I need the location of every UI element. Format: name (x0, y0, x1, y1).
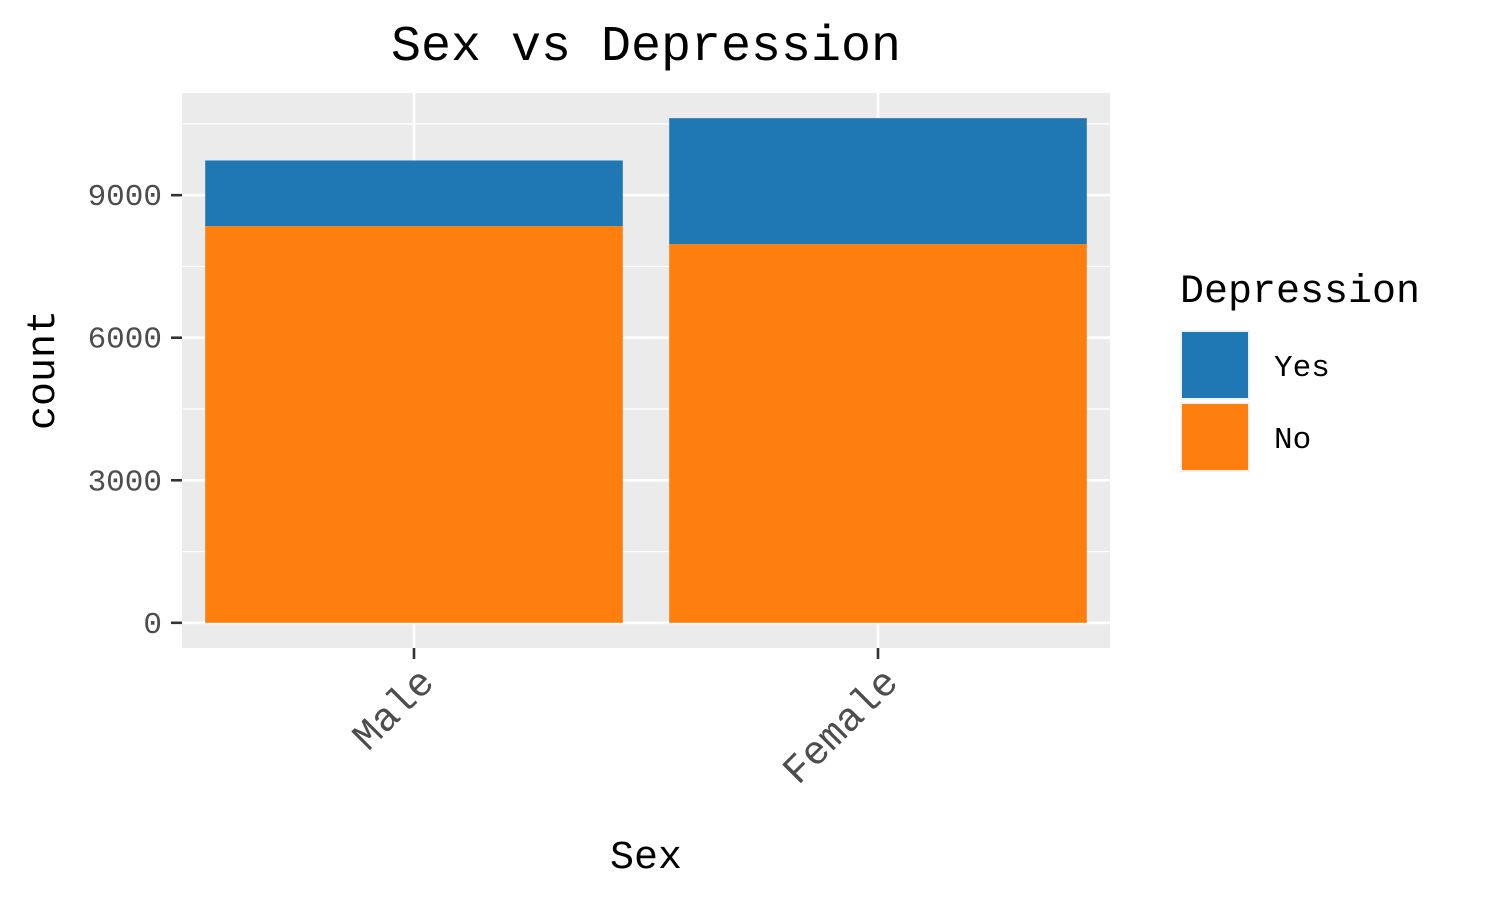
bar-male-no (205, 226, 623, 623)
chart-title: Sex vs Depression (391, 19, 901, 76)
legend-swatch-yes (1182, 332, 1248, 398)
y-tick-label: 3000 (88, 465, 162, 500)
legend-label-yes: Yes (1274, 351, 1330, 386)
bar-male-yes (205, 160, 623, 227)
y-tick-label: 6000 (88, 323, 162, 358)
legend: Depression Yes No (1180, 270, 1420, 472)
bar-female-no (669, 244, 1087, 623)
x-axis-title: Sex (610, 836, 682, 881)
y-tick-label: 0 (143, 608, 162, 643)
legend-swatch-no (1182, 404, 1248, 470)
x-tick-label: Female (776, 661, 910, 795)
bar-female-yes (669, 118, 1087, 245)
legend-title: Depression (1180, 270, 1420, 315)
bars-layer (205, 118, 1087, 623)
y-tick-label: 9000 (88, 180, 162, 215)
y-axis-title: count (22, 310, 67, 430)
legend-label-no: No (1274, 423, 1311, 458)
legend-entries: Yes No (1180, 330, 1330, 472)
x-tick-label: Male (345, 661, 445, 761)
